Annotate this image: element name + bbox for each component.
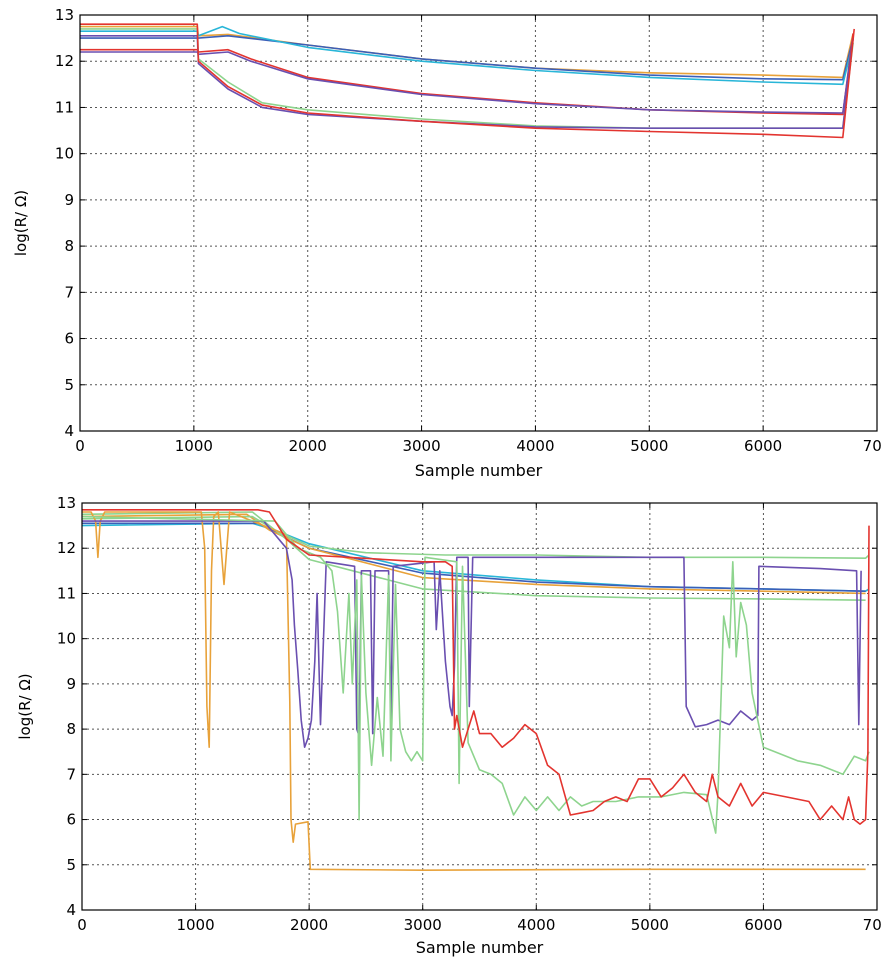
y-tick-label: 5 [66, 856, 76, 874]
x-tick-label: 0 [77, 916, 87, 934]
y-tick-label: 11 [57, 584, 76, 602]
x-tick-label: 700 [863, 437, 882, 455]
x-tick-label: 3000 [402, 437, 440, 455]
series-line-8 [80, 23, 855, 139]
y-tick-label: 12 [55, 52, 74, 70]
y-axis-label: log(R/ Ω) [16, 673, 34, 739]
x-tick-label: 3000 [404, 916, 442, 934]
x-tick-label: 1000 [176, 916, 214, 934]
y-tick-label: 9 [64, 191, 74, 209]
x-tick-label: 5000 [631, 916, 669, 934]
y-tick-label: 13 [55, 6, 74, 24]
y-tick-label: 10 [57, 630, 76, 648]
y-tick-label: 11 [55, 98, 74, 116]
y-tick-label: 4 [66, 901, 76, 919]
series-line-2 [80, 35, 854, 81]
x-tick-label: 5000 [630, 437, 668, 455]
plot-frame [79, 14, 878, 432]
y-tick-label: 8 [66, 720, 76, 738]
y-tick-label: 6 [64, 330, 74, 348]
series-line-5 [82, 511, 866, 601]
x-tick-label: 6000 [744, 437, 782, 455]
x-tick-label: 0 [75, 437, 85, 455]
chart-top: 0 1000 2000 3000 4000 5000 6000 700 4 5 6 7 8 9 10 11 12… [12, 6, 882, 480]
y-tick-label: 10 [55, 145, 74, 163]
x-tick-label: 2000 [289, 437, 327, 455]
series-group [82, 509, 870, 871]
x-tick-label: 4000 [517, 916, 555, 934]
y-tick-label: 13 [57, 494, 76, 512]
plot-frame [81, 502, 878, 911]
x-tick-label: 1000 [175, 437, 213, 455]
y-tick-label: 7 [66, 765, 76, 783]
y-tick-label: 7 [64, 283, 74, 301]
x-tick-label: 700 [863, 916, 882, 934]
x-axis-label: Sample number [415, 461, 543, 480]
y-tick-label: 5 [64, 376, 74, 394]
x-tick-label: 4000 [516, 437, 554, 455]
y-tick-label: 12 [57, 539, 76, 557]
series-line-3 [82, 513, 866, 595]
y-tick-label: 4 [64, 422, 74, 440]
y-axis-label: log(R/ Ω) [12, 190, 30, 256]
y-tick-label: 9 [66, 675, 76, 693]
series-line-8 [82, 515, 870, 834]
series-line-6 [82, 511, 866, 871]
chart-bottom: 0 1000 2000 3000 4000 5000 6000 700 4 5 6 7 8 9 10 11 12… [16, 494, 882, 957]
series-line-9 [82, 509, 870, 825]
x-axis-label: Sample number [416, 938, 544, 957]
y-tick-label: 8 [64, 237, 74, 255]
x-tick-label: 2000 [290, 916, 328, 934]
series-group [80, 23, 855, 139]
x-tick-label: 6000 [744, 916, 782, 934]
y-tick-label: 6 [66, 811, 76, 829]
